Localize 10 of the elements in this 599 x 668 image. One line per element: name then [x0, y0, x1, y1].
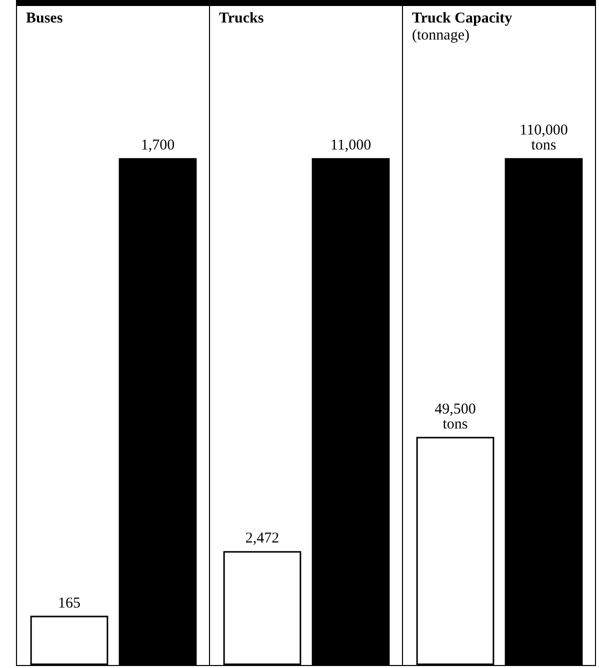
data-label: 110,000 tons	[520, 122, 568, 154]
chart-subtitle: (tonnage)	[412, 28, 470, 44]
data-label: 11,000	[330, 138, 372, 154]
data-label: 165	[58, 595, 80, 612]
data-label: 49,500 tons	[434, 401, 476, 432]
chart-title: Buses	[26, 10, 63, 26]
data-label: 1,700	[140, 138, 175, 154]
chart-title: Truck Capacity	[412, 10, 513, 26]
chart-title: Trucks	[219, 10, 264, 26]
data-label: 2,472	[245, 530, 280, 547]
